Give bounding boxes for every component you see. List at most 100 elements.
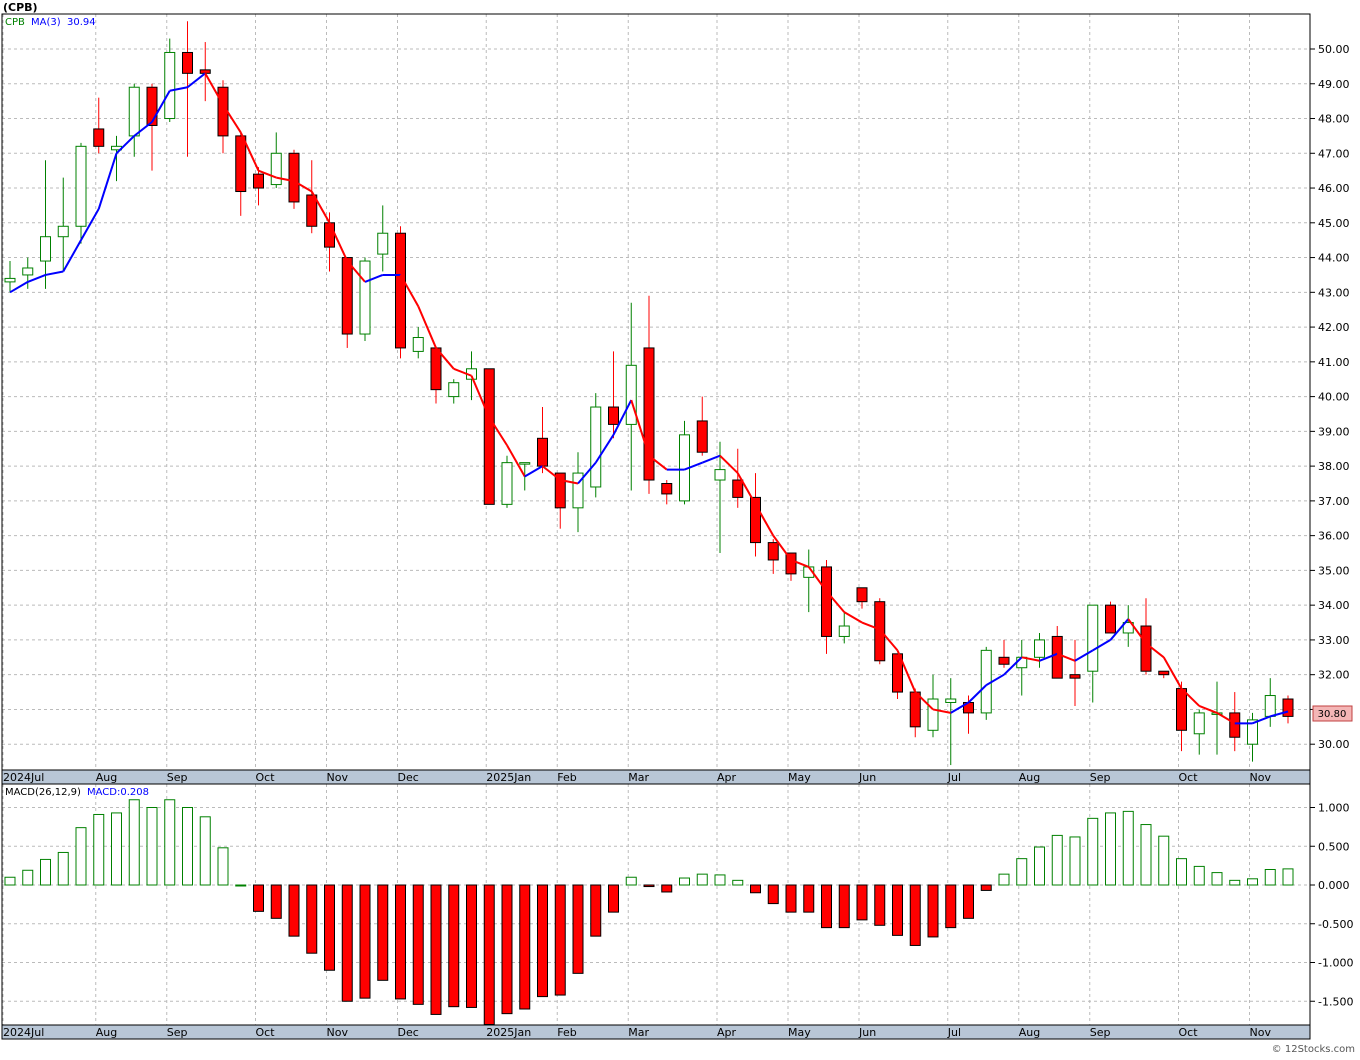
ma-segment — [1127, 618, 1147, 644]
ma-segment — [1252, 715, 1271, 725]
ma-segment — [328, 222, 349, 262]
macd-panel: 1.000 0.500 0.000 -0.500 -1.000 -1.500 2024Ju… — [1, 783, 1353, 1040]
x-tick-label: Oct — [256, 1026, 276, 1039]
candle-body — [270, 152, 282, 186]
macd-bar — [661, 884, 673, 893]
macd-bar — [1229, 879, 1241, 886]
macd-bar — [341, 884, 353, 1002]
x-tick-label: Sep — [167, 771, 188, 784]
macd-bar — [306, 884, 318, 954]
ma-segment — [914, 691, 934, 711]
macd-bar — [945, 884, 957, 929]
candle-body — [359, 260, 371, 335]
y-tick-label: 41.00 — [1318, 356, 1350, 369]
x-tick-label: Aug — [96, 1026, 117, 1039]
y-tick-label: 34.00 — [1318, 599, 1350, 612]
price-panel: 30.0031.0032.0033.0034.0035.0036.0037.00… — [1, 13, 1353, 785]
macd-bar — [1034, 846, 1045, 886]
macd-bar — [1016, 858, 1028, 886]
candle-body — [75, 145, 87, 227]
ma-segment — [524, 465, 544, 478]
macd-bar — [980, 884, 992, 891]
macd-bar — [466, 884, 477, 1008]
candle-body — [412, 337, 424, 352]
candle-body — [927, 698, 939, 731]
y-tick-label: -1.000 — [1318, 957, 1353, 970]
ma-segment — [399, 274, 420, 307]
macd-bar — [57, 851, 69, 886]
ma-segment — [258, 169, 277, 179]
legend-ma: MA(3) — [31, 17, 61, 28]
macd-bar — [430, 884, 442, 1015]
candle-body — [856, 587, 868, 603]
price-y-axis: 30.0031.0032.0033.0034.0035.0036.0037.00… — [1310, 43, 1350, 751]
macd-bar — [1087, 817, 1099, 886]
macd-bar — [785, 884, 797, 913]
y-tick-label: 0.000 — [1318, 879, 1350, 892]
x-tick-label: May — [788, 771, 811, 784]
candle-body — [4, 277, 16, 283]
x-tick-label: Oct — [256, 771, 276, 784]
candle-body — [395, 232, 406, 349]
y-tick-label: 50.00 — [1318, 43, 1350, 56]
x-tick-label: Jun — [858, 771, 876, 784]
macd-bar — [821, 884, 832, 929]
ma-segment — [754, 503, 775, 537]
ma-segment — [736, 472, 757, 505]
x-tick-label: 2024Jul — [3, 771, 44, 784]
candle-body — [696, 420, 708, 453]
ma-segment — [346, 260, 366, 283]
x-tick-label: 2025Jan — [486, 1026, 531, 1039]
macd-bar — [253, 884, 264, 912]
x-tick-label: Jun — [858, 1026, 876, 1039]
ma-segment — [541, 465, 561, 481]
x-tick-label: Aug — [1019, 771, 1040, 784]
ma-segment — [861, 621, 881, 631]
ma-segment — [488, 416, 508, 446]
x-tick-label: Sep — [1090, 771, 1111, 784]
candle-body — [661, 483, 673, 495]
macd-bar — [93, 813, 105, 886]
macd-bar — [714, 874, 726, 886]
candle-body — [235, 135, 247, 193]
candle-body — [909, 691, 921, 728]
ma-segment — [364, 274, 384, 283]
y-tick-label: 37.00 — [1318, 495, 1350, 508]
candle-body — [448, 382, 460, 398]
candle-body — [22, 267, 34, 276]
x-tick-label: Sep — [167, 1026, 188, 1039]
y-tick-label: 30.00 — [1318, 738, 1350, 751]
ma-segment — [1162, 656, 1183, 690]
ma-segment — [701, 454, 721, 464]
x-tick-label: Jul — [947, 771, 961, 784]
y-tick-label: 48.00 — [1318, 113, 1350, 126]
ma-segment — [186, 72, 206, 89]
ma-segment — [1145, 642, 1165, 659]
macd-bar — [182, 807, 193, 886]
candle-body — [998, 656, 1010, 665]
candle-body — [182, 51, 193, 74]
candle-body — [1034, 639, 1045, 658]
ma-segment — [1216, 712, 1236, 725]
candle-body — [324, 222, 335, 248]
x-tick-label: Nov — [1250, 771, 1272, 784]
last-price-label: 30.80 — [1318, 709, 1347, 720]
ma-segment — [80, 208, 100, 241]
candle-body — [146, 86, 158, 126]
chart-title: (CPB) — [3, 1, 38, 14]
macd-bar — [483, 884, 495, 1025]
candle-body — [554, 472, 566, 509]
macd-bar — [128, 799, 140, 886]
ma-segment — [310, 191, 331, 224]
macd-bar — [927, 884, 939, 938]
candle-body — [767, 542, 779, 561]
macd-bar — [164, 799, 176, 886]
legend-ma-value: 30.94 — [67, 17, 96, 28]
candle-body — [288, 152, 300, 203]
ma-segment — [843, 611, 863, 624]
ma-segment — [684, 461, 703, 471]
ma-segment — [1056, 652, 1076, 662]
macd-bar — [40, 858, 51, 886]
x-tick-label: Feb — [557, 771, 576, 784]
